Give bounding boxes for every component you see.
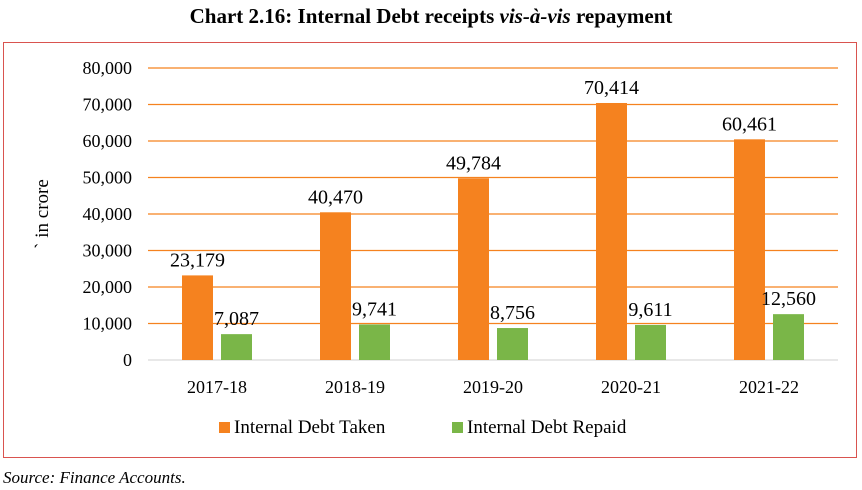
data-label: 9,741 [352, 298, 397, 320]
data-label: 12,560 [761, 288, 816, 310]
chart-frame [3, 42, 857, 458]
y-tick-label: 80,000 [83, 58, 133, 78]
data-label: 7,087 [214, 308, 259, 330]
y-tick-label: 70,000 [83, 95, 133, 115]
bar-chart: 0 10,000 20,000 30,000 40,000 50,000 60,000 70,… [32, 58, 838, 438]
y-axis-label: ` in crore [32, 179, 53, 249]
data-label: 23,179 [170, 249, 225, 271]
bar-debt-repaid [497, 328, 528, 360]
x-tick-label: 2020-21 [601, 377, 661, 397]
bar-debt-taken [734, 139, 765, 360]
x-tick-label: 2021-22 [739, 377, 799, 397]
legend-swatch [219, 422, 230, 433]
bar-debt-taken [596, 102, 627, 361]
title-italic: vis-à-vis [499, 4, 571, 28]
y-tick-label: 60,000 [83, 131, 133, 151]
legend-label: Internal Debt Repaid [467, 417, 627, 438]
legend-label: Internal Debt Taken [234, 417, 386, 438]
bar-debt-repaid [635, 324, 666, 360]
x-tick-label: 2017-18 [187, 377, 247, 397]
title-suffix: repayment [570, 4, 673, 28]
x-tick-label: 2018-19 [325, 377, 385, 397]
bar-debt-repaid [773, 314, 804, 360]
source-note: Source: Finance Accounts. [3, 468, 186, 487]
bar-debt-taken [320, 212, 351, 360]
bar-debt-taken [182, 275, 213, 360]
y-tick-label: 20,000 [83, 277, 133, 297]
bar-debt-repaid [221, 334, 252, 360]
chart-title: Chart 2.16: Internal Debt receipts vis-à… [0, 4, 862, 29]
y-tick-label: 10,000 [83, 314, 133, 334]
data-label: 49,784 [446, 152, 501, 174]
y-tick-label: 50,000 [83, 168, 133, 188]
title-prefix: Chart 2.16: Internal Debt receipts [189, 4, 500, 28]
bar-debt-repaid [359, 324, 390, 360]
bar-debt-taken [458, 178, 489, 360]
y-tick-label: 40,000 [83, 204, 133, 224]
x-tick-label: 2019-20 [463, 377, 523, 397]
y-tick-label: 30,000 [83, 241, 133, 261]
data-label: 9,611 [628, 299, 672, 321]
data-label: 8,756 [490, 302, 535, 324]
legend-swatch [452, 422, 463, 433]
data-label: 40,470 [308, 186, 363, 208]
data-label: 70,414 [584, 77, 639, 99]
y-tick-label: 0 [123, 350, 132, 370]
data-label: 60,461 [722, 113, 777, 135]
